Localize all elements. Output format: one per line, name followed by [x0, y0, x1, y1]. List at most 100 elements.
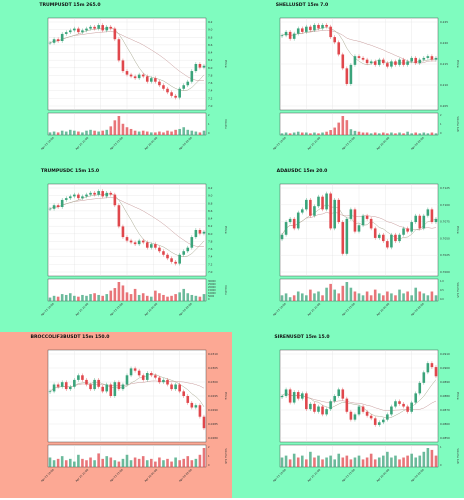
volume-bar — [345, 282, 349, 301]
volume-bar — [162, 460, 165, 467]
volume-axis-label: Volume 1e6 — [224, 448, 228, 464]
volume-bar — [129, 460, 133, 467]
y-tick-label: 8.4 — [208, 217, 213, 221]
volume-bar — [113, 120, 117, 135]
y-tick-label: 8.8 — [208, 35, 213, 39]
x-tick-label: Apr 25 23:00 — [109, 468, 124, 483]
volume-bar — [133, 130, 137, 135]
candle-body — [182, 391, 186, 396]
candle-body — [377, 59, 381, 65]
y-tick-label: 0.0290 — [208, 408, 218, 412]
candle-body — [325, 409, 328, 415]
y-tick-label: 0.7050 — [440, 236, 450, 240]
y-tick-label: 8.8 — [208, 201, 213, 205]
candle-body — [77, 194, 80, 199]
candle-body — [182, 251, 186, 255]
volume-bar — [430, 291, 434, 301]
candle-body — [418, 382, 422, 394]
candle-body — [129, 240, 133, 243]
volume-bar — [125, 454, 129, 467]
candle-body — [357, 225, 361, 232]
chart-title: TRUMPUSDC 15m 15.0 — [41, 168, 99, 174]
volume-bar — [426, 448, 430, 467]
y-tick-label: 0.225 — [440, 20, 448, 24]
candle-body — [422, 372, 426, 383]
candle-body — [137, 240, 141, 245]
candle-body — [60, 382, 64, 387]
volume-bar — [113, 288, 117, 301]
candle-body — [198, 405, 202, 417]
chart-panel: TRUMPUSDC 15m 15.0 9.2 9.0 8.8 8.6 8.4 8.2 8.0 7… — [0, 166, 232, 332]
volume-bar — [89, 457, 92, 467]
candle-body — [133, 368, 137, 371]
volume-bar — [337, 453, 341, 467]
y-axis-label: Price — [456, 60, 460, 67]
y-tick-label: 7.0 — [208, 104, 213, 108]
volume-bar — [158, 131, 161, 135]
volume-bar — [158, 457, 161, 467]
candle-body — [158, 377, 161, 383]
volume-tick-label: 0.0 — [440, 298, 444, 301]
volume-bar — [93, 293, 96, 301]
volume-bar — [48, 297, 52, 301]
candle-body — [150, 78, 153, 82]
candle-body — [81, 30, 84, 33]
volume-bar — [284, 132, 288, 135]
candle-body — [329, 193, 332, 229]
candle-body — [357, 406, 361, 415]
candle-body — [296, 28, 300, 34]
volume-bar — [68, 293, 72, 301]
candle-body — [377, 234, 381, 238]
y-tick-label: 0.0310 — [208, 352, 218, 356]
y-tick-label: 0.0910 — [440, 352, 450, 356]
volume-bar — [414, 457, 418, 467]
candle-body — [121, 384, 125, 390]
candle-body — [125, 237, 129, 241]
x-tick-label: Apr 26 01:00 — [375, 302, 390, 317]
candle-body — [182, 85, 186, 89]
x-tick-label: Apr 25 21:00 — [306, 302, 321, 317]
candle-body — [133, 242, 137, 245]
candle-body — [361, 215, 365, 226]
volume-bar — [186, 456, 190, 467]
volume-bar — [117, 116, 121, 135]
volume-bar — [117, 461, 121, 467]
candle-body — [137, 370, 141, 376]
volume-bar — [101, 458, 104, 467]
candle-body — [145, 242, 149, 248]
candle-body — [345, 68, 349, 84]
volume-bar — [150, 296, 153, 301]
volume-bar — [190, 460, 194, 467]
candle-body — [73, 28, 76, 31]
volume-bar — [398, 132, 401, 135]
volume-axis-label: Volume — [224, 119, 228, 129]
candle-body — [174, 261, 177, 264]
volume-bar — [190, 130, 194, 135]
candle-body — [329, 401, 332, 410]
volume-bar — [333, 289, 336, 301]
volume-bar — [141, 456, 145, 467]
y-tick-label: 0.205 — [440, 104, 448, 108]
volume-bar — [325, 287, 328, 301]
candle-body — [166, 88, 169, 93]
x-tick-label: Apr 26 03:00 — [178, 468, 193, 483]
chart-title: SHELLUSDT 15m 7.0 — [276, 2, 328, 8]
candle-body — [410, 402, 413, 412]
volume-bar — [52, 460, 56, 467]
candle-body — [365, 411, 369, 416]
volume-bar — [300, 455, 304, 467]
y-tick-label: 8.2 — [208, 58, 213, 62]
volume-bar — [390, 457, 393, 467]
candle-body — [300, 209, 304, 213]
volume-bar — [137, 458, 141, 467]
ma-fast-line — [281, 204, 437, 240]
candle-body — [414, 57, 418, 64]
volume-tick-label: 15000 — [208, 289, 216, 292]
volume-bar — [288, 297, 292, 301]
volume-bar — [313, 293, 316, 301]
volume-bar — [77, 296, 80, 301]
candle-body — [198, 64, 202, 68]
x-tick-label: Apr 25 21:00 — [74, 468, 89, 483]
ma-slow-line — [281, 212, 437, 235]
candle-body — [125, 71, 129, 75]
